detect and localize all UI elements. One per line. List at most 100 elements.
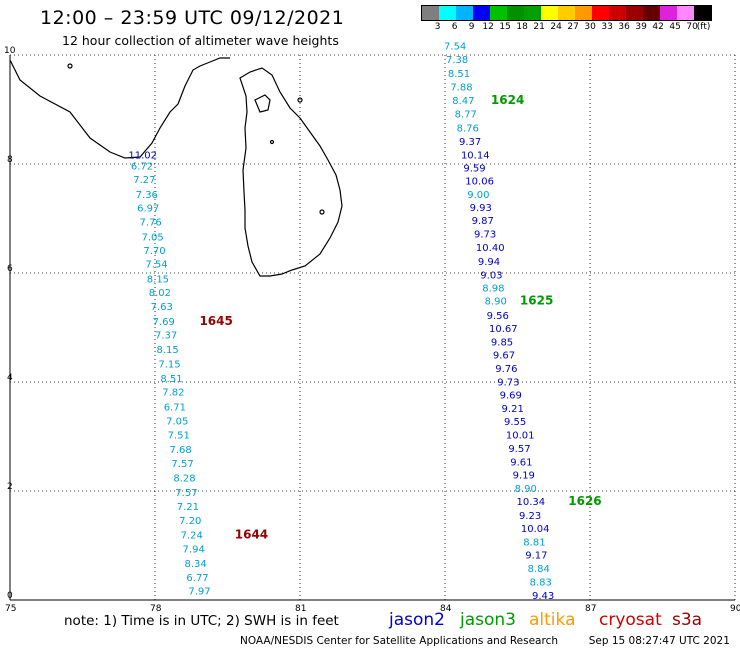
wave-height-reading: 7.94 [183, 545, 205, 556]
wave-height-reading: 9.61 [510, 457, 532, 468]
y-tick-label: 6 [7, 264, 13, 274]
wave-height-reading: 9.87 [472, 216, 494, 227]
wave-height-reading: 7.15 [158, 359, 180, 370]
wave-height-reading: 9.93 [470, 203, 492, 214]
wave-height-reading: 8.90 [515, 484, 537, 495]
color-scale-label: 21 [533, 22, 545, 32]
wave-height-reading: 9.17 [525, 551, 547, 562]
wave-height-reading: 7.88 [450, 82, 472, 93]
wave-height-reading: 11.02 [128, 151, 157, 162]
wave-height-reading: 8.76 [457, 123, 479, 134]
axis-tick-labels: 75 78 81 84 87 90 0 2 4 6 8 10 [4, 46, 740, 614]
credit-source: NOAA/NESDIS Center for Satellite Applica… [240, 635, 558, 647]
wave-height-reading: 9.73 [474, 230, 496, 241]
wave-height-reading: 7.05 [166, 417, 188, 428]
wave-height-reading: 7.27 [133, 175, 155, 186]
color-swatch-4 [490, 6, 507, 20]
y-tick-label: 4 [7, 373, 13, 383]
legend-cryosat: cryosat [599, 610, 662, 630]
color-scale-label: 42 [652, 22, 664, 32]
color-swatch-1 [439, 6, 456, 20]
color-swatch-16 [694, 6, 711, 20]
wave-height-reading: 9.73 [497, 377, 519, 388]
wave-height-reading: 8.81 [523, 538, 545, 549]
wave-height-reading: 7.05 [141, 232, 163, 243]
wave-height-reading: 9.43 [532, 591, 554, 602]
cryosat-track: 11.026.72 7.27 7.36 6.97 7.76 7.05 7.70 7.54 8.1… [128, 151, 268, 598]
x-tick-label: 87 [585, 604, 596, 614]
wave-height-reading: 10.67 [489, 324, 518, 335]
pass-time-label: 1625 [520, 294, 553, 308]
color-swatch-13 [643, 6, 660, 20]
altimeter-tracks: 11.026.72 7.27 7.36 6.97 7.76 7.05 7.70 7.54 8.1… [128, 42, 601, 602]
wave-height-reading: 7.54 [145, 260, 167, 271]
wave-height-reading: 9.56 [487, 311, 509, 322]
wave-height-reading: 6.71 [164, 402, 186, 413]
x-tick-label: 81 [295, 604, 306, 614]
wave-height-reading: 9.67 [493, 351, 515, 362]
wave-height-reading: 8.90 [485, 297, 507, 308]
color-swatch-14 [660, 6, 677, 20]
wave-height-reading: 10.40 [476, 243, 505, 254]
color-scale-label: 6 [451, 22, 458, 32]
wave-height-reading: 7.82 [162, 388, 184, 399]
wave-height-reading: 9.03 [480, 270, 502, 281]
wave-height-reading: 6.77 [186, 573, 208, 584]
wave-height-reading: 9.19 [513, 470, 535, 481]
color-swatch-0 [422, 6, 439, 20]
island-mark [319, 209, 325, 215]
wave-height-reading: 10.01 [506, 431, 535, 442]
wave-height-reading: 8.51 [448, 69, 470, 80]
wave-height-reading: 7.70 [143, 246, 165, 257]
pass-time-label: 1644 [235, 527, 268, 541]
wave-height-reading: 9.55 [504, 417, 526, 428]
wave-height-reading: 8.34 [184, 559, 206, 570]
island-mark [67, 63, 73, 69]
color-scale-label: 9 [468, 22, 475, 32]
x-tick-label: 75 [5, 604, 16, 614]
legend-altika: altika [529, 610, 576, 630]
wave-height-reading: 9.69 [500, 390, 522, 401]
wave-height-reading: 8.83 [530, 577, 552, 588]
wave-height-reading: 7.37 [155, 330, 177, 341]
wave-height-reading: 8.77 [455, 110, 477, 121]
color-swatch-6 [524, 6, 541, 20]
color-scale-label: 70 [686, 22, 698, 32]
wave-height-reading: 9.94 [478, 257, 500, 268]
map-subtitle: 12 hour collection of altimeter wave hei… [62, 33, 339, 48]
color-scale-bar [421, 5, 712, 21]
wave-height-reading: 8.84 [528, 564, 550, 575]
y-tick-label: 2 [7, 482, 13, 492]
color-scale-label: 30 [584, 22, 596, 32]
x-tick-label: 84 [440, 604, 452, 614]
wave-height-reading: 8.47 [452, 96, 474, 107]
wave-height-reading: 7.68 [170, 445, 192, 456]
color-scale-label: (ft) [696, 22, 711, 32]
color-swatch-9 [575, 6, 592, 20]
color-scale-label: 33 [601, 22, 613, 32]
color-swatch-12 [626, 6, 643, 20]
wave-height-reading: 7.63 [151, 302, 173, 313]
wave-height-reading: 6.97 [137, 203, 159, 214]
x-tick-label: 90 [730, 604, 740, 614]
legend-jason2: jason2 [389, 610, 445, 630]
legend-s3a: s3a [672, 610, 703, 630]
color-swatch-11 [609, 6, 626, 20]
color-swatch-15 [677, 6, 694, 20]
color-swatch-7 [541, 6, 558, 20]
wave-height-reading: 7.69 [153, 317, 175, 328]
wave-height-reading: 8.15 [156, 345, 178, 356]
color-swatch-3 [473, 6, 490, 20]
wave-height-reading: 7.76 [140, 218, 162, 229]
color-scale-label: 39 [635, 22, 647, 32]
island-mark [297, 97, 303, 103]
coastline [9, 57, 343, 277]
wave-height-reading: 10.04 [521, 524, 550, 535]
pass-time-label: 1645 [199, 314, 232, 328]
wave-height-reading: 9.23 [519, 511, 541, 522]
wave-height-reading: 9.85 [491, 337, 513, 348]
wave-height-reading: 7.57 [175, 488, 197, 499]
wave-height-reading: 9.59 [463, 164, 485, 175]
credit-timestamp: Sep 15 08:27:47 UTC 2021 [588, 635, 730, 647]
wave-height-reading: 7.57 [171, 459, 193, 470]
